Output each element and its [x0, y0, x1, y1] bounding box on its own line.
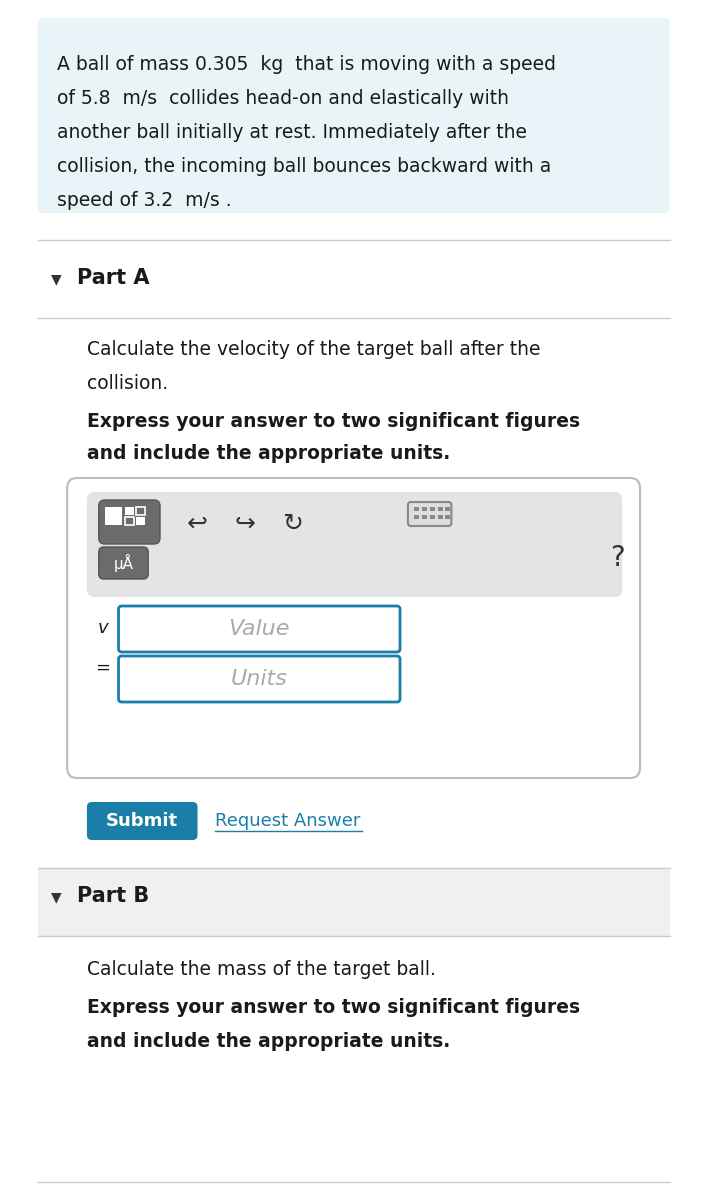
Text: Express your answer to two significant figures: Express your answer to two significant f… [87, 998, 580, 1018]
FancyBboxPatch shape [38, 18, 670, 214]
Bar [438, 506, 443, 511]
Text: speed of 3.2  m/s .: speed of 3.2 m/s . [57, 191, 232, 210]
Text: Request Answer: Request Answer [215, 812, 361, 830]
Text: Value: Value [229, 619, 290, 638]
FancyBboxPatch shape [87, 802, 198, 840]
FancyBboxPatch shape [408, 502, 451, 526]
Text: μÅ: μÅ [113, 554, 133, 572]
Bar [105, 506, 123, 526]
Bar [430, 506, 435, 511]
FancyBboxPatch shape [99, 500, 160, 544]
Text: Calculate the velocity of the target ball after the: Calculate the velocity of the target bal… [87, 340, 540, 359]
Bar [125, 506, 134, 515]
Text: another ball initially at rest. Immediately after the: another ball initially at rest. Immediat… [57, 122, 528, 142]
Bar [136, 506, 145, 515]
Bar [430, 515, 435, 518]
Text: collision, the incoming ball bounces backward with a: collision, the incoming ball bounces bac… [57, 157, 552, 176]
Text: ▼: ▼ [51, 272, 62, 286]
Text: Express your answer to two significant figures: Express your answer to two significant f… [87, 412, 580, 431]
Bar [414, 506, 419, 511]
FancyBboxPatch shape [67, 478, 640, 778]
Text: Units: Units [231, 670, 288, 689]
Text: ▼: ▼ [51, 890, 62, 904]
Bar [422, 515, 426, 518]
Bar [438, 515, 443, 518]
Text: Calculate the mass of the target ball.: Calculate the mass of the target ball. [87, 960, 436, 979]
Text: ↪: ↪ [235, 512, 255, 536]
Text: v: v [98, 619, 108, 637]
Bar [414, 515, 419, 518]
Text: collision.: collision. [87, 374, 168, 392]
Bar [38, 868, 670, 936]
Text: and include the appropriate units.: and include the appropriate units. [87, 1032, 450, 1051]
Bar [125, 517, 134, 526]
Text: Submit: Submit [106, 812, 178, 830]
FancyBboxPatch shape [118, 656, 400, 702]
Text: Part A: Part A [77, 268, 150, 288]
Text: ↻: ↻ [282, 512, 303, 536]
FancyBboxPatch shape [118, 606, 400, 652]
FancyBboxPatch shape [99, 547, 148, 578]
Text: ↩: ↩ [187, 512, 208, 536]
Text: and include the appropriate units.: and include the appropriate units. [87, 444, 450, 463]
Text: A ball of mass 0.305  kg  that is moving with a speed: A ball of mass 0.305 kg that is moving w… [57, 55, 556, 74]
Bar [422, 506, 426, 511]
Bar [446, 506, 451, 511]
Text: of 5.8  m/s  collides head-on and elastically with: of 5.8 m/s collides head-on and elastica… [57, 89, 509, 108]
Text: =: = [96, 659, 111, 677]
Bar [446, 515, 451, 518]
Bar [136, 517, 145, 526]
FancyBboxPatch shape [87, 492, 622, 596]
Text: ?: ? [610, 544, 625, 572]
Text: Part B: Part B [77, 886, 149, 906]
